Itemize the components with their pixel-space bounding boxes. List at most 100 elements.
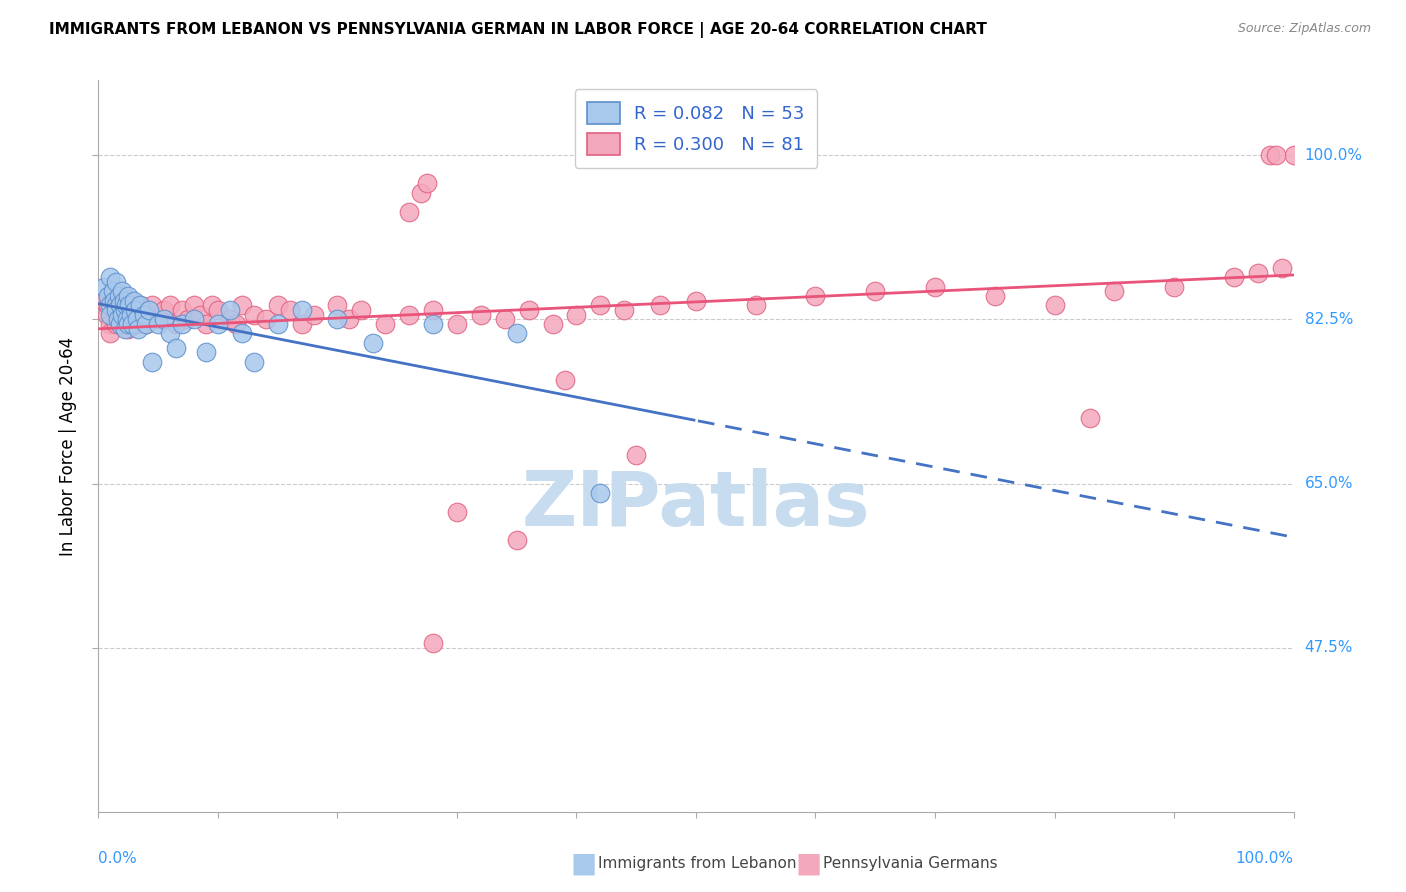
Point [267, 317, 290, 331]
Point [422, 636, 444, 650]
Point [804, 289, 827, 303]
Point [101, 285, 124, 299]
Point [114, 312, 136, 326]
Point [117, 303, 139, 318]
Point [924, 279, 946, 293]
Point [108, 317, 131, 331]
Point [118, 298, 141, 312]
Point [613, 303, 636, 318]
Point [1104, 285, 1126, 299]
Point [112, 293, 135, 308]
Point [339, 312, 361, 326]
Point [231, 298, 253, 312]
Point [103, 293, 125, 308]
Point [165, 317, 187, 331]
Point [326, 298, 349, 312]
Point [153, 303, 176, 318]
Point [148, 317, 170, 331]
Point [165, 341, 187, 355]
Point [101, 298, 124, 312]
Point [135, 317, 157, 331]
Point [589, 298, 612, 312]
Point [97, 289, 120, 303]
Point [685, 293, 707, 308]
Point [115, 312, 138, 326]
Text: Pennsylvania Germans: Pennsylvania Germans [823, 856, 997, 871]
Point [648, 298, 672, 312]
Point [172, 303, 194, 318]
Point [115, 298, 138, 312]
Point [422, 317, 444, 331]
Point [111, 308, 134, 322]
Point [98, 317, 122, 331]
Point [127, 322, 149, 336]
Point [1163, 279, 1185, 293]
Point [195, 317, 218, 331]
Point [207, 317, 229, 331]
Point [98, 308, 122, 322]
Point [554, 373, 576, 387]
Point [626, 449, 648, 463]
Point [117, 322, 139, 336]
Text: Immigrants from Lebanon: Immigrants from Lebanon [598, 856, 796, 871]
Point [105, 317, 128, 331]
Text: 47.5%: 47.5% [1305, 640, 1353, 655]
Point [470, 308, 492, 322]
Point [107, 312, 129, 326]
Point [494, 312, 516, 326]
Point [363, 335, 385, 350]
Point [1247, 266, 1270, 280]
Point [141, 354, 163, 368]
Point [422, 303, 444, 318]
Point [117, 289, 139, 303]
Point [219, 303, 242, 318]
Point [177, 312, 200, 326]
Point [416, 177, 439, 191]
Point [1282, 148, 1305, 162]
Point [446, 317, 468, 331]
Point [132, 303, 155, 318]
Point [107, 289, 129, 303]
Point [138, 308, 160, 322]
Y-axis label: In Labor Force | Age 20-64: In Labor Force | Age 20-64 [59, 336, 77, 556]
Point [93, 279, 115, 293]
Point [243, 308, 266, 322]
Point [97, 298, 120, 312]
Point [111, 298, 134, 312]
Text: Source: ZipAtlas.com: Source: ZipAtlas.com [1237, 22, 1371, 36]
Point [541, 317, 564, 331]
Point [159, 326, 181, 341]
Point [108, 308, 131, 322]
Point [865, 285, 887, 299]
Point [243, 354, 266, 368]
Point [1080, 410, 1102, 425]
Text: IMMIGRANTS FROM LEBANON VS PENNSYLVANIA GERMAN IN LABOR FORCE | AGE 20-64 CORREL: IMMIGRANTS FROM LEBANON VS PENNSYLVANIA … [49, 22, 987, 38]
Point [105, 298, 128, 312]
Point [124, 303, 146, 318]
Text: 100.0%: 100.0% [1236, 851, 1294, 865]
Point [93, 293, 115, 308]
Point [183, 298, 205, 312]
Point [111, 285, 134, 299]
Point [159, 298, 181, 312]
Point [125, 317, 148, 331]
Text: 82.5%: 82.5% [1305, 312, 1353, 326]
Point [517, 303, 540, 318]
Point [745, 298, 768, 312]
Point [153, 312, 176, 326]
Point [129, 312, 152, 326]
Point [302, 308, 325, 322]
Point [201, 298, 224, 312]
Text: ■: ■ [571, 849, 596, 878]
Legend: R = 0.082   N = 53, R = 0.300   N = 81: R = 0.082 N = 53, R = 0.300 N = 81 [575, 89, 817, 168]
Point [125, 312, 148, 326]
Point [1264, 148, 1286, 162]
Point [135, 317, 157, 331]
Point [446, 505, 468, 519]
Point [117, 317, 139, 331]
Point [1043, 298, 1066, 312]
Point [207, 303, 229, 318]
Point [267, 298, 290, 312]
Text: 65.0%: 65.0% [1305, 476, 1353, 491]
Point [291, 317, 314, 331]
